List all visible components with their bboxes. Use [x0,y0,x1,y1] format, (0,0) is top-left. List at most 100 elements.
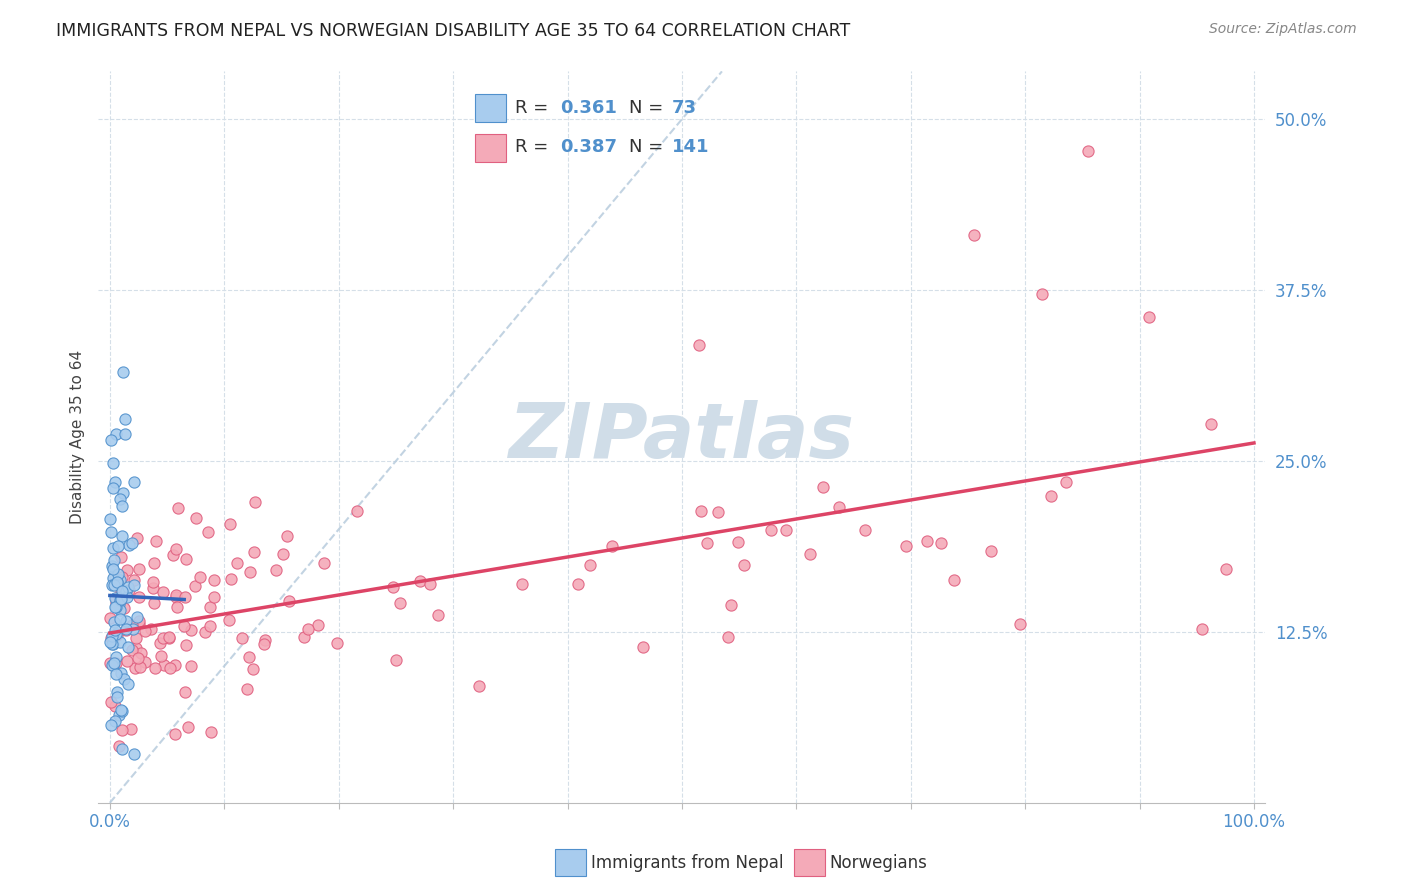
Point [1137,310,1160,325]
Point [115,563,138,577]
Point [326,635,349,649]
Text: Source: ZipAtlas.com: Source: ZipAtlas.com [1209,22,1357,37]
Point [231,632,253,646]
Point [127,650,149,665]
Point [145,533,167,548]
Point [125,631,148,645]
Point [943,573,966,587]
Point [110,550,132,565]
Point [125,609,148,624]
Point [104,666,127,681]
Point [111,742,134,756]
Point [112,601,135,615]
Point [101,636,124,650]
Point [105,596,128,610]
Point [152,631,174,645]
Point [107,707,129,722]
Point [174,591,197,605]
Point [688,338,710,352]
Point [811,480,834,494]
Point [105,650,128,665]
Point [103,481,125,495]
Point [382,581,405,595]
Point [238,649,260,664]
Point [165,590,187,604]
Point [1077,144,1099,158]
Point [264,563,287,577]
Point [159,660,181,674]
Point [122,622,145,636]
Point [121,643,143,657]
Point [143,660,166,674]
Point [100,631,122,645]
Point [198,619,221,633]
Point [707,505,730,519]
Point [118,538,141,552]
Point [202,574,225,588]
Point [101,541,124,555]
Point [1031,287,1053,301]
Point [165,541,187,556]
Point [173,684,195,698]
Text: Norwegians: Norwegians [830,854,928,871]
Point [980,543,1002,558]
Point [104,591,127,605]
Point [104,627,127,641]
Point [103,578,125,592]
Point [312,556,335,570]
Point [134,655,156,669]
Point [468,680,491,694]
Point [245,495,267,509]
Point [117,581,139,595]
Point [105,574,128,589]
Point [162,549,184,563]
Point [139,622,162,636]
Point [307,618,329,632]
Point [271,548,294,562]
Point [112,672,135,686]
Point [105,690,128,705]
Point [105,657,128,671]
Point [101,637,124,651]
Point [1191,622,1213,636]
Point [115,622,138,636]
Point [152,585,174,599]
Point [197,525,219,540]
Point [100,433,122,447]
Point [276,529,298,543]
Point [277,594,299,608]
Point [107,539,129,553]
Point [111,704,134,718]
Point [727,535,749,549]
Point [149,636,172,650]
Point [117,590,139,604]
Point [409,574,432,588]
Point [101,571,124,585]
Point [799,547,821,561]
Point [108,603,131,617]
Point [105,426,128,441]
Y-axis label: Disability Age 35 to 64: Disability Age 35 to 64 [69,350,84,524]
Point [103,657,125,671]
Point [1054,475,1077,490]
Point [114,614,136,628]
Point [385,653,408,667]
Point [114,426,136,441]
Point [115,584,138,599]
Point [121,536,143,550]
Point [165,658,187,673]
Point [579,558,602,572]
Point [567,577,589,591]
Text: ZIPatlas: ZIPatlas [509,401,855,474]
Point [419,577,441,591]
Point [104,698,127,713]
Point [108,593,131,607]
Point [108,573,131,587]
Point [110,723,132,738]
Point [117,677,139,691]
Point [104,714,127,728]
Point [1199,417,1222,431]
Point [297,622,319,636]
Point [236,681,259,696]
Point [186,511,208,525]
